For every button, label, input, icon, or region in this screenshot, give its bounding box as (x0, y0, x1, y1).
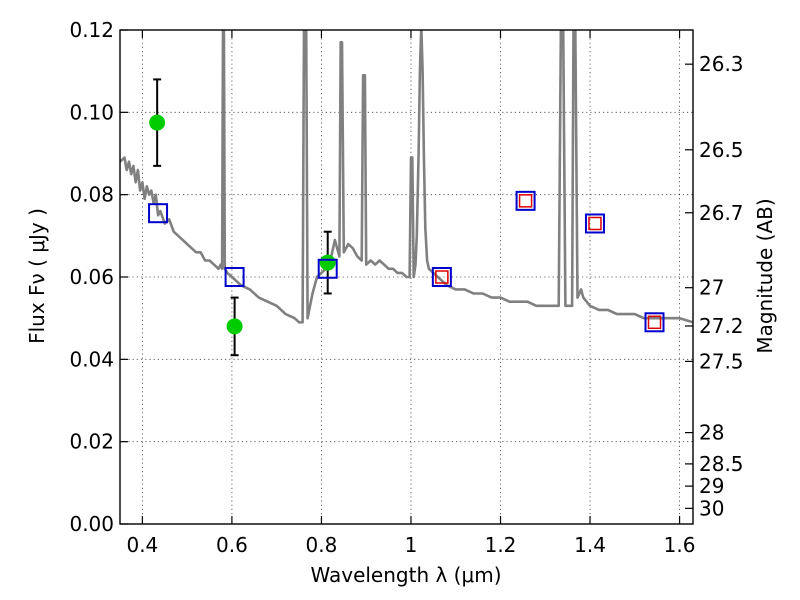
model-square-blue (515, 190, 536, 211)
model-square-blue (148, 203, 169, 224)
magnitude-tick-label: 28 (699, 421, 724, 445)
model-square-blue (644, 312, 665, 333)
x-tick-label: 0.4 (126, 533, 158, 557)
y-tick-label: 0.02 (69, 430, 114, 454)
model-square-blue (431, 267, 452, 287)
x-tick-label: 0.8 (306, 533, 338, 557)
observed-point (226, 318, 243, 335)
y-tick-label: 0.12 (69, 18, 114, 42)
observed-point (149, 114, 166, 131)
observed-point (319, 254, 336, 271)
y-axis-right-title: Magnitude (AB) (753, 198, 777, 353)
magnitude-tick-label: 27 (699, 276, 724, 300)
model-square-red (647, 315, 662, 330)
x-tick-label: 1 (405, 533, 418, 557)
magnitude-tick-label: 27.2 (699, 314, 744, 338)
axis-ticks: 0.4 0.6 0.8 1 1.2 1.4 1.6 0.00 0.02 0.04 0.06 0.08 0… (69, 18, 743, 557)
x-tick-label: 1.4 (574, 533, 606, 557)
photometry-markers (148, 78, 665, 357)
magnitude-tick-label: 29 (699, 474, 724, 498)
model-square-blue (317, 258, 338, 279)
model-square-blue (224, 267, 245, 287)
model-square-blue (584, 213, 605, 234)
y-tick-label: 0.04 (69, 347, 114, 371)
x-tick-label: 0.6 (216, 533, 248, 557)
x-tick-label: 1.6 (664, 533, 696, 557)
model-square-red (435, 270, 449, 284)
magnitude-tick-label: 26.3 (699, 52, 744, 76)
x-axis-title: Wavelength λ (μm) (310, 563, 501, 587)
magnitude-tick-label: 26.5 (699, 138, 744, 162)
y-tick-label: 0.08 (69, 183, 114, 207)
model-square-red (588, 216, 602, 231)
magnitude-tick-label: 28.5 (699, 452, 744, 476)
magnitude-tick-label: 26.7 (699, 201, 744, 225)
y-tick-label: 0.10 (69, 100, 114, 124)
spectrum-line (120, 30, 693, 324)
y-axis-title: Flux Fν ( μJy ) (25, 208, 49, 344)
model-square-red (518, 194, 533, 208)
model-spectrum (120, 30, 693, 324)
magnitude-tick-label: 27.5 (699, 349, 744, 373)
x-tick-label: 1.2 (485, 533, 517, 557)
magnitude-tick-label: 30 (699, 496, 724, 520)
y-tick-label: 0.06 (69, 265, 114, 289)
y-tick-label: 0.00 (69, 512, 114, 536)
